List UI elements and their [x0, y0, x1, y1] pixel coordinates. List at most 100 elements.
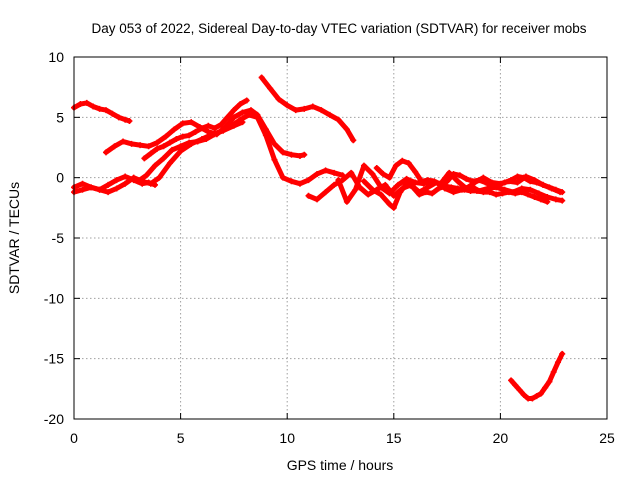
y-tick-label: -20 — [44, 411, 64, 427]
data-point — [301, 105, 308, 112]
data-point — [390, 204, 397, 211]
data-point — [488, 183, 495, 190]
data-point — [352, 186, 359, 193]
data-point — [314, 171, 321, 178]
data-point — [360, 162, 367, 169]
data-point — [552, 196, 559, 203]
data-point — [279, 149, 286, 156]
data-point — [386, 201, 393, 208]
data-point — [544, 198, 551, 205]
y-tick-label: -10 — [44, 290, 64, 306]
data-point — [395, 181, 402, 188]
data-point — [529, 395, 536, 402]
series-arc-7 — [259, 75, 356, 143]
data-point — [390, 192, 397, 199]
data-point — [331, 181, 338, 188]
data-point — [546, 184, 553, 191]
data-point — [188, 119, 195, 126]
data-point — [482, 179, 489, 186]
data-point — [96, 186, 103, 193]
data-point — [392, 162, 399, 169]
data-point — [113, 177, 120, 184]
data-point — [331, 169, 338, 176]
x-tick-label: 5 — [177, 430, 185, 446]
data-point — [559, 350, 566, 357]
data-point — [143, 172, 150, 179]
data-point — [271, 156, 278, 163]
data-point — [237, 101, 244, 108]
axis-ticks — [73, 56, 608, 420]
data-point — [480, 189, 487, 196]
data-point — [173, 136, 180, 143]
data-point — [166, 139, 173, 146]
data-point — [186, 132, 193, 139]
data-point — [279, 174, 286, 181]
data-point — [90, 103, 97, 110]
data-point — [305, 177, 312, 184]
data-point — [508, 177, 515, 184]
data-point — [141, 155, 148, 162]
data-point — [559, 197, 566, 204]
data-point — [171, 126, 178, 133]
data-point — [531, 193, 538, 200]
data-point — [169, 146, 176, 153]
data-point — [145, 179, 152, 186]
data-point — [177, 143, 184, 150]
data-point — [296, 180, 303, 187]
data-point — [128, 140, 135, 147]
data-point — [186, 139, 193, 146]
data-point — [525, 191, 532, 198]
data-point — [322, 189, 329, 196]
data-point — [243, 97, 250, 104]
data-point — [152, 162, 159, 169]
data-point — [275, 96, 282, 103]
data-point — [230, 114, 237, 121]
data-point — [88, 184, 95, 191]
data-point — [444, 178, 451, 185]
data-point — [518, 189, 525, 196]
data-point — [469, 178, 476, 185]
data-point — [292, 107, 299, 114]
data-point — [412, 179, 419, 186]
data-series-group — [71, 74, 566, 402]
data-point — [156, 174, 163, 181]
data-point — [516, 387, 523, 394]
data-point — [137, 142, 144, 149]
data-point — [154, 145, 161, 152]
data-point — [237, 116, 244, 123]
y-tick-label: 0 — [56, 170, 64, 186]
data-point — [145, 143, 152, 150]
data-point — [213, 131, 220, 138]
data-point — [192, 128, 199, 135]
data-point — [301, 151, 308, 158]
data-point — [454, 178, 461, 185]
data-point — [399, 157, 406, 164]
data-point — [194, 138, 201, 145]
data-point — [533, 179, 540, 186]
data-point — [288, 178, 295, 185]
data-point — [537, 196, 544, 203]
data-point — [203, 136, 210, 143]
x-axis-tick-labels: 0 5 10 15 20 25 — [70, 430, 615, 446]
data-point — [533, 393, 540, 400]
data-point — [546, 378, 553, 385]
data-point — [102, 149, 109, 156]
data-point — [109, 110, 116, 117]
data-point — [343, 198, 350, 205]
data-point — [134, 178, 141, 185]
data-point — [378, 191, 385, 198]
data-point — [179, 133, 186, 140]
data-point — [386, 190, 393, 197]
data-point — [550, 368, 557, 375]
data-point — [179, 120, 186, 127]
data-point — [454, 185, 461, 192]
data-point — [520, 391, 527, 398]
data-point — [473, 187, 480, 194]
data-point — [559, 189, 566, 196]
y-tick-label: 5 — [56, 109, 64, 125]
data-point — [262, 126, 269, 133]
data-point — [378, 184, 385, 191]
data-point — [448, 184, 455, 191]
